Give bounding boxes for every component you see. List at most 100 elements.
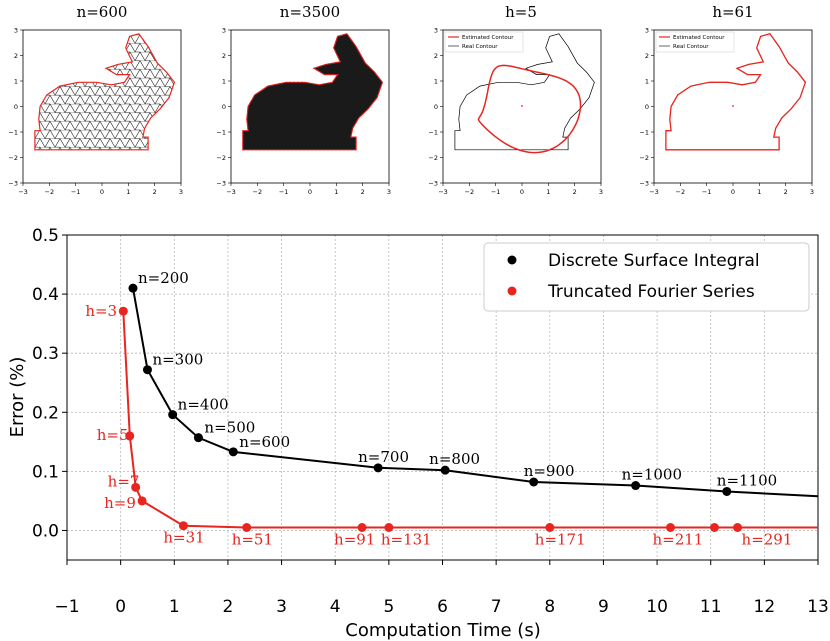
data-label: n=400	[178, 396, 229, 414]
y-tick-label: 0	[14, 103, 18, 111]
legend-real: Real Contour	[673, 44, 709, 50]
panel-contour-h5: h=5 Estimated Contour Real Contour −3 −2 −…	[428, 3, 603, 196]
estimated-contour	[665, 33, 807, 151]
data-label: h=211	[652, 531, 703, 549]
x-tick-label: 1	[546, 188, 550, 196]
panel-title: h=61	[712, 3, 753, 21]
legend-label: Discrete Surface Integral	[548, 251, 760, 271]
y-tick-label: −2	[639, 154, 649, 162]
data-point	[665, 523, 675, 532]
x-tick-label: 2	[784, 188, 788, 196]
x-tick-label: −1	[491, 188, 501, 196]
y-tick-label: 3	[222, 26, 226, 34]
x-tick-label: 10	[646, 597, 668, 617]
y-tick-label: 0	[645, 103, 649, 111]
x-tick-label: 9	[598, 597, 609, 617]
data-label: h=291	[742, 531, 793, 549]
x-tick-label: 1	[757, 188, 761, 196]
x-tick-label: 5	[383, 597, 394, 617]
data-point	[137, 496, 147, 506]
panel-title: n=600	[77, 3, 128, 21]
data-point	[440, 465, 450, 475]
x-tick-label: 0	[731, 188, 735, 196]
data-point	[709, 523, 719, 532]
y-tick-label: −2	[216, 154, 226, 162]
y-tick-label: 0.2	[32, 403, 59, 423]
y-tick-label: 1	[222, 77, 226, 85]
axis-ticks: −3 −2 −1 0 1 2 3 −3 −2 −1 0 1 2 3	[216, 26, 391, 196]
x-tick-label: 3	[599, 188, 603, 196]
legend-marker-black	[507, 255, 517, 265]
y-tick-label: 0.1	[32, 462, 59, 482]
y-tick-label: −1	[216, 128, 226, 136]
x-tick-label: 3	[179, 188, 183, 196]
data-point	[228, 447, 238, 457]
x-tick-label: −1	[54, 597, 79, 617]
data-point	[168, 410, 178, 420]
legend-label: Truncated Fourier Series	[547, 282, 755, 302]
panel-mesh-3500: n=3500 −3 −2 −1 0 1 2 3 −3 −2 −1 0 1 2 3	[216, 3, 391, 196]
data-point	[128, 283, 138, 293]
legend-estimated: Estimated Contour	[462, 35, 514, 41]
x-tick-label: 3	[810, 188, 814, 196]
x-tick-label: 2	[361, 188, 365, 196]
data-label: n=1000	[622, 466, 682, 484]
y-tick-label: −2	[428, 154, 438, 162]
main-chart: −1 0 1 2 3 4 5 6 7 8 9 10 11 12 130.00.10.20.30.40.5 n…	[7, 226, 829, 641]
x-tick-label: −3	[18, 188, 28, 196]
legend: Estimated Contour Real Contour	[444, 31, 524, 53]
data-label: h=31	[163, 529, 204, 547]
y-tick-label: −1	[8, 128, 18, 136]
x-tick-label: −2	[253, 188, 263, 196]
data-point	[529, 477, 539, 487]
x-tick-label: 4	[330, 597, 341, 617]
y-tick-label: 1	[434, 77, 438, 85]
y-tick-label: 1	[645, 77, 649, 85]
data-label: h=171	[535, 531, 586, 549]
y-tick-label: 0	[222, 103, 226, 111]
y-tick-label: 0.5	[32, 226, 59, 246]
x-tick-label: −1	[71, 188, 81, 196]
legend: Estimated Contour Real Contour	[655, 31, 735, 53]
x-tick-label: −2	[465, 188, 475, 196]
data-label: h=91	[334, 531, 375, 549]
y-axis-label: Error (%)	[7, 357, 28, 438]
data-point	[118, 306, 128, 316]
y-tick-label: 2	[645, 52, 649, 60]
y-tick-label: 1	[14, 77, 18, 85]
panel-mesh-600: n=600 −3 −2 −1 0 1 2 3 −3 −2 −1 0 1 2 3	[8, 3, 183, 196]
data-point	[178, 521, 188, 531]
real-contour	[454, 33, 595, 151]
data-label: n=700	[358, 448, 409, 466]
y-tick-label: −1	[639, 128, 649, 136]
x-tick-label: −3	[438, 188, 448, 196]
x-tick-label: −2	[676, 188, 686, 196]
x-tick-label: 0	[100, 188, 104, 196]
bunny-mesh-texture	[242, 33, 383, 150]
x-tick-label: 13	[807, 597, 829, 617]
x-tick-label: −1	[702, 188, 712, 196]
data-point	[722, 486, 732, 496]
y-tick-label: 0	[434, 103, 438, 111]
x-tick-label: 7	[491, 597, 502, 617]
y-tick-label: −3	[216, 179, 226, 187]
x-tick-label: −1	[279, 188, 289, 196]
data-point	[733, 523, 743, 532]
y-tick-label: 3	[14, 26, 18, 34]
panel-contour-h61: h=61 Estimated Contour Real Contour −3 −2…	[639, 3, 814, 196]
legend: Discrete Surface Integral Truncated Four…	[483, 242, 810, 312]
legend-real: Real Contour	[462, 44, 498, 50]
y-tick-label: −3	[639, 179, 649, 187]
data-point	[193, 433, 203, 443]
data-point	[131, 482, 141, 492]
y-tick-label: 2	[222, 52, 226, 60]
x-axis-label: Computation Time (s)	[345, 620, 540, 641]
y-tick-label: 3	[645, 26, 649, 34]
data-point	[125, 431, 135, 441]
panel-title: h=5	[505, 3, 537, 21]
data-label: n=800	[429, 450, 480, 468]
data-label: h=3	[85, 302, 117, 320]
data-label: h=51	[232, 531, 273, 549]
axis-ticks: −3 −2 −1 0 1 2 3 −3 −2 −1 0 1 2 3	[428, 26, 603, 196]
